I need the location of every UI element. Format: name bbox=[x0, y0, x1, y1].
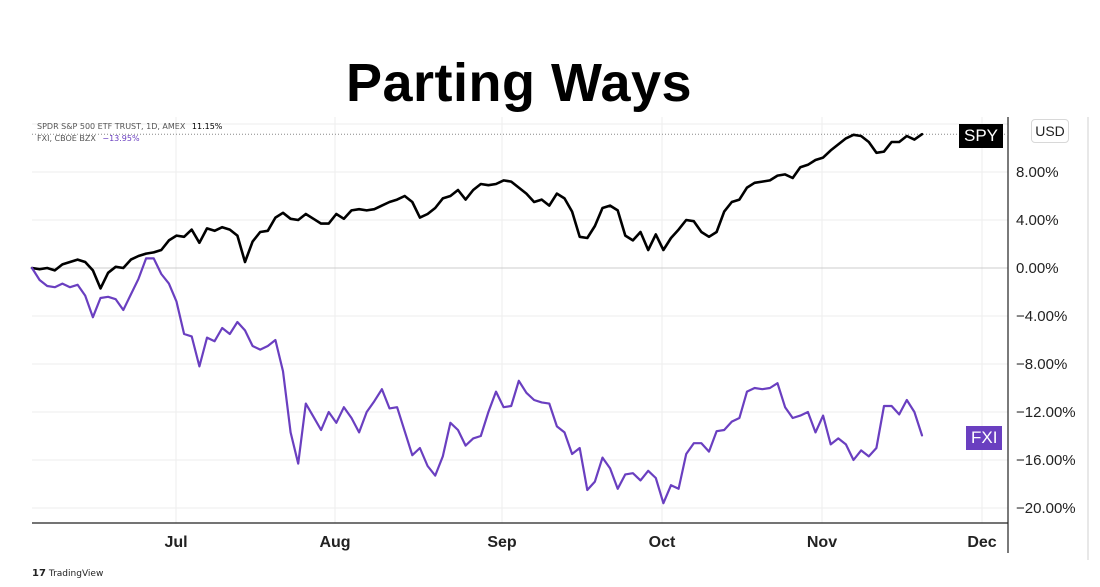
spy-series-line bbox=[30, 132, 924, 290]
spy-price-tag: SPY bbox=[959, 124, 1004, 148]
y-tick-label: −8.00% bbox=[1016, 356, 1067, 373]
legend-fxi-text: FXI, CBOE BZX bbox=[37, 134, 96, 143]
y-tick-label: 4.00% bbox=[1016, 212, 1059, 229]
y-tick-label: −16.00% bbox=[1016, 452, 1076, 469]
legend-fxi-value: −13.95% bbox=[102, 134, 140, 143]
tradingview-logo-icon: 17 bbox=[32, 568, 46, 579]
chart-title: Parting Ways bbox=[345, 53, 693, 113]
fxi-price-tag: FXI bbox=[966, 426, 1003, 450]
legend-spy-text: SPDR S&P 500 ETF TRUST, 1D, AMEX bbox=[37, 122, 186, 131]
y-tick-label: 8.00% bbox=[1016, 164, 1059, 181]
legend-spy-value: 11.15% bbox=[191, 122, 223, 131]
y-tick-label: −12.00% bbox=[1016, 404, 1076, 421]
x-tick-label: Sep bbox=[487, 534, 517, 551]
tradingview-watermark[interactable]: 17 TradingView bbox=[32, 568, 103, 579]
x-tick-label: Dec bbox=[967, 534, 996, 551]
legend-spy[interactable]: SPDR S&P 500 ETF TRUST, 1D, AMEX 11.15% bbox=[37, 122, 222, 131]
y-tick-label: 0.00% bbox=[1016, 260, 1059, 277]
fxi-series-line bbox=[30, 257, 924, 505]
currency-button[interactable]: USD bbox=[1031, 119, 1069, 143]
y-tick-label: −20.00% bbox=[1016, 500, 1076, 517]
x-tick-label: Oct bbox=[649, 534, 676, 551]
y-tick-label: −4.00% bbox=[1016, 308, 1067, 325]
x-tick-label: Nov bbox=[807, 534, 837, 551]
watermark-text: TradingView bbox=[48, 569, 104, 579]
x-tick-label: Jul bbox=[164, 534, 187, 551]
x-tick-label: Aug bbox=[319, 534, 350, 551]
legend-fxi[interactable]: FXI, CBOE BZX −13.95% bbox=[37, 134, 140, 143]
